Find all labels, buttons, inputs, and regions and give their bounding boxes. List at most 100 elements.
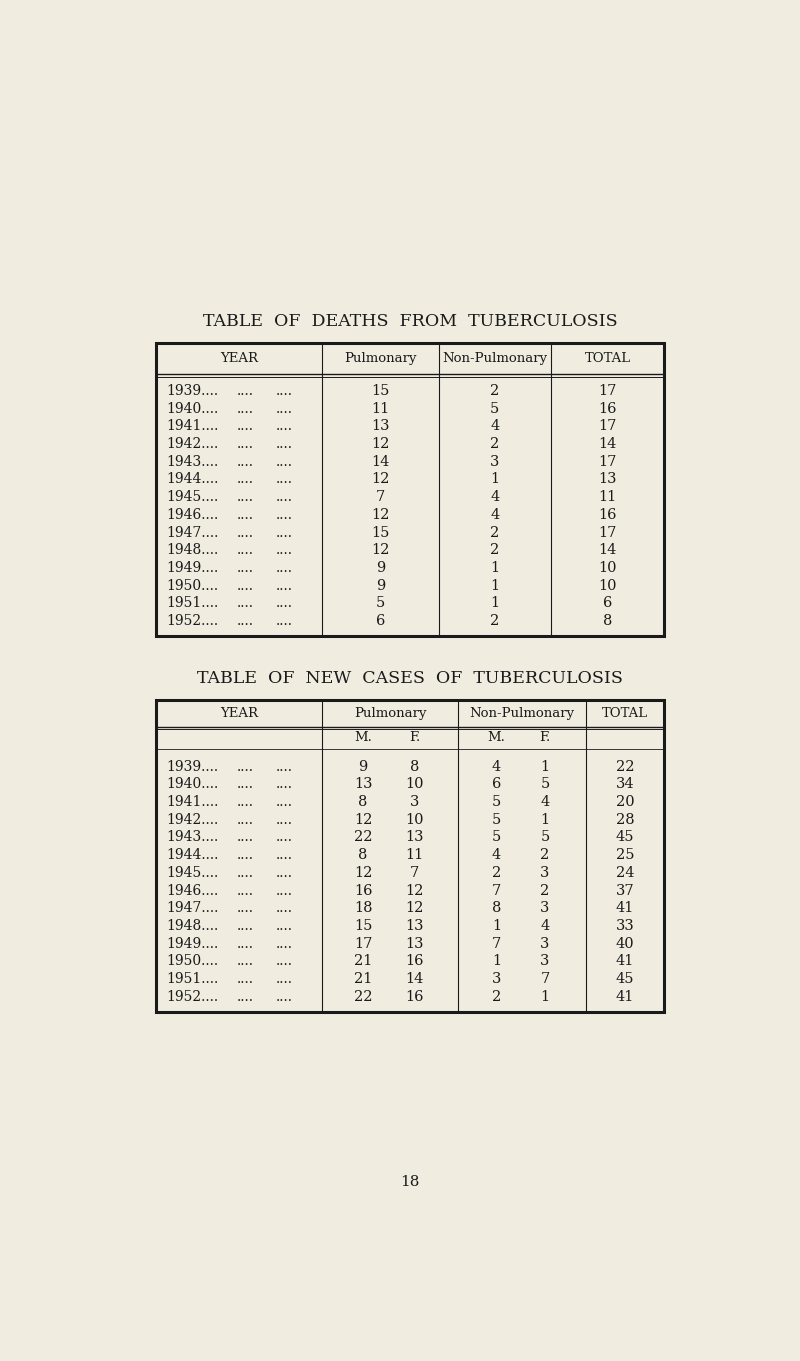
Text: Pulmonary: Pulmonary	[354, 706, 426, 720]
Text: TABLE  OF  DEATHS  FROM  TUBERCULOSIS: TABLE OF DEATHS FROM TUBERCULOSIS	[202, 313, 618, 331]
Text: 9: 9	[376, 578, 385, 592]
Text: 7: 7	[410, 866, 419, 879]
Text: ....: ....	[276, 508, 293, 521]
Text: 3: 3	[540, 954, 550, 969]
Text: 12: 12	[406, 901, 424, 916]
Text: 1940....: 1940....	[166, 777, 218, 791]
Text: 13: 13	[406, 936, 424, 951]
Text: ....: ....	[276, 848, 293, 862]
Text: 18: 18	[354, 901, 372, 916]
Text: M.: M.	[354, 731, 372, 744]
Text: 4: 4	[490, 508, 499, 521]
Text: 1: 1	[490, 472, 499, 486]
Text: YEAR: YEAR	[220, 352, 258, 365]
Text: ....: ....	[276, 384, 293, 397]
Text: ....: ....	[276, 543, 293, 557]
Text: 1: 1	[541, 989, 550, 1004]
Text: ....: ....	[237, 490, 254, 504]
Text: 2: 2	[490, 525, 499, 539]
Text: 12: 12	[371, 437, 390, 450]
Text: ....: ....	[276, 614, 293, 627]
Text: 8: 8	[358, 795, 368, 808]
Text: M.: M.	[487, 731, 506, 744]
Text: ....: ....	[276, 813, 293, 826]
Text: 1948....: 1948....	[166, 543, 218, 557]
Text: 4: 4	[490, 419, 499, 433]
Text: 7: 7	[540, 972, 550, 987]
Text: ....: ....	[276, 936, 293, 951]
Text: 17: 17	[598, 384, 617, 397]
Text: 10: 10	[406, 777, 424, 791]
Text: ....: ....	[276, 777, 293, 791]
Text: ....: ....	[237, 401, 254, 415]
Text: 1943....: 1943....	[166, 830, 218, 844]
Text: 22: 22	[354, 989, 372, 1004]
Text: 16: 16	[598, 508, 617, 521]
Text: 1: 1	[541, 813, 550, 826]
Text: F.: F.	[409, 731, 420, 744]
Text: ....: ....	[276, 561, 293, 574]
Text: ....: ....	[276, 490, 293, 504]
Text: 2: 2	[490, 614, 499, 627]
Text: 17: 17	[598, 455, 617, 468]
Text: 22: 22	[354, 830, 372, 844]
Text: 5: 5	[376, 596, 385, 610]
Text: 17: 17	[354, 936, 372, 951]
Text: 37: 37	[616, 883, 634, 898]
Text: 10: 10	[598, 561, 617, 574]
Text: 12: 12	[354, 813, 372, 826]
Text: ....: ....	[237, 455, 254, 468]
Text: 45: 45	[616, 972, 634, 987]
Text: 10: 10	[598, 578, 617, 592]
Text: 34: 34	[616, 777, 634, 791]
Text: 6: 6	[376, 614, 386, 627]
Text: ....: ....	[237, 972, 254, 987]
Text: 10: 10	[406, 813, 424, 826]
Text: 1945....: 1945....	[166, 866, 218, 879]
Text: 1942....: 1942....	[166, 813, 218, 826]
Text: 3: 3	[540, 901, 550, 916]
Text: 25: 25	[616, 848, 634, 862]
Text: 12: 12	[371, 472, 390, 486]
Text: ....: ....	[276, 883, 293, 898]
Text: 1944....: 1944....	[166, 848, 218, 862]
Text: 18: 18	[400, 1175, 420, 1190]
Text: ....: ....	[237, 596, 254, 610]
Text: 16: 16	[598, 401, 617, 415]
Text: 12: 12	[354, 866, 372, 879]
Text: 16: 16	[354, 883, 372, 898]
Text: 9: 9	[358, 759, 368, 773]
Text: ....: ....	[276, 401, 293, 415]
Text: ....: ....	[237, 883, 254, 898]
Text: 13: 13	[406, 919, 424, 934]
Text: 13: 13	[406, 830, 424, 844]
Text: 1941....: 1941....	[166, 795, 218, 808]
Text: 8: 8	[492, 901, 501, 916]
Text: ....: ....	[237, 384, 254, 397]
Text: ....: ....	[276, 419, 293, 433]
Text: YEAR: YEAR	[220, 706, 258, 720]
Text: Non-Pulmonary: Non-Pulmonary	[442, 352, 547, 365]
Text: 7: 7	[492, 936, 501, 951]
Text: ....: ....	[237, 866, 254, 879]
Text: 7: 7	[376, 490, 385, 504]
Text: 1951....: 1951....	[166, 596, 218, 610]
Text: 3: 3	[540, 936, 550, 951]
Text: ....: ....	[276, 472, 293, 486]
Text: TABLE  OF  NEW  CASES  OF  TUBERCULOSIS: TABLE OF NEW CASES OF TUBERCULOSIS	[197, 670, 623, 687]
Text: ....: ....	[237, 614, 254, 627]
Text: 2: 2	[490, 543, 499, 557]
Text: 11: 11	[371, 401, 390, 415]
Text: 1940....: 1940....	[166, 401, 218, 415]
Text: 1: 1	[490, 578, 499, 592]
Text: ....: ....	[276, 759, 293, 773]
Text: 16: 16	[406, 954, 424, 969]
Text: ....: ....	[237, 759, 254, 773]
Text: 1952....: 1952....	[166, 614, 218, 627]
Text: 3: 3	[540, 866, 550, 879]
Text: 1944....: 1944....	[166, 472, 218, 486]
Text: 1948....: 1948....	[166, 919, 218, 934]
Text: 2: 2	[492, 989, 501, 1004]
Text: 3: 3	[410, 795, 419, 808]
Text: 2: 2	[490, 384, 499, 397]
